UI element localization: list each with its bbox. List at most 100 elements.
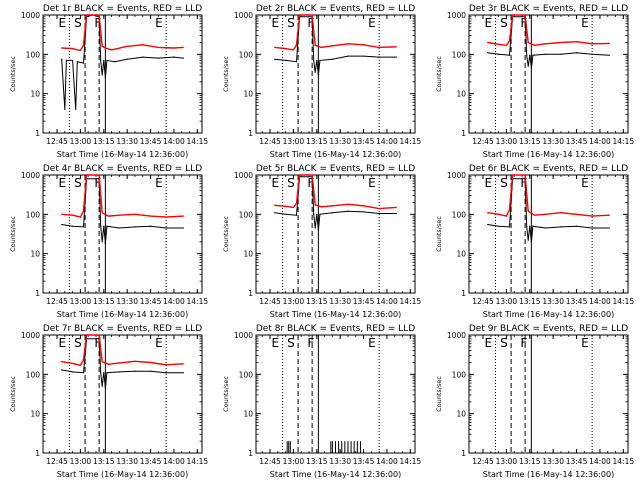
point-events — [126, 58, 128, 60]
x-tick-label: 13:00 — [496, 297, 518, 306]
y-tick-label: 1 — [461, 449, 466, 458]
panel-det-6: Det 6r BLACK = Events, RED = LLD Counts/s… — [435, 164, 634, 319]
marker-label: E — [485, 16, 493, 30]
marker-label: E — [155, 176, 163, 190]
marker-label: E — [155, 336, 163, 350]
marker-label: S — [287, 176, 295, 190]
y-tick-label: 10 — [243, 410, 253, 419]
marker-label: E — [59, 176, 67, 190]
x-tick-label: 13:45 — [566, 137, 588, 146]
x-tick-label: 13:00 — [70, 297, 92, 306]
series-lld — [61, 14, 184, 52]
x-tick-label: 12:45 — [46, 297, 68, 306]
x-tick-label: 12:45 — [46, 137, 68, 146]
plot-frame — [255, 334, 416, 454]
point-events — [508, 54, 511, 56]
point-events — [532, 225, 534, 227]
x-axis-label: Start Time (16-May-14 12:36:00) — [57, 470, 188, 479]
marker-label: F — [307, 336, 314, 350]
point-lld — [101, 212, 103, 214]
point-events — [103, 59, 105, 62]
point-events — [532, 54, 534, 56]
point-events — [103, 225, 105, 227]
marker-label: F — [94, 176, 101, 190]
point-events — [82, 372, 85, 374]
point-lld — [575, 213, 578, 215]
chart-title: Det 3r BLACK = Events, RED = LLD — [469, 4, 628, 14]
plot-frame — [468, 174, 629, 294]
point-events — [560, 226, 562, 228]
point-lld — [295, 44, 298, 46]
y-tick-label: 100 — [239, 370, 254, 379]
x-tick-label: 13:00 — [496, 137, 518, 146]
y-tick-label: 1 — [461, 289, 466, 298]
y-tick-label: 10 — [243, 90, 253, 99]
point-lld — [118, 214, 120, 216]
point-events — [72, 59, 74, 62]
point-lld — [505, 44, 508, 46]
point-events — [182, 372, 184, 374]
point-events — [378, 212, 380, 215]
y-axis-label: Counts/sec — [435, 216, 443, 252]
plot-frame — [255, 174, 416, 294]
point-events — [182, 57, 184, 59]
point-events — [61, 223, 63, 226]
x-tick-label: 14:15 — [187, 297, 209, 306]
x-tick-label: 13:30 — [116, 457, 138, 466]
point-lld — [331, 205, 333, 207]
point-events — [331, 212, 333, 214]
x-axis-label: Start Time (16-May-14 12:36:00) — [270, 310, 401, 319]
x-tick-label: 12:45 — [472, 457, 494, 466]
x-tick-label: 13:30 — [542, 457, 564, 466]
point-lld — [320, 46, 323, 49]
point-events — [544, 227, 546, 229]
point-lld — [79, 364, 82, 366]
y-tick-label: 1000 — [234, 331, 253, 340]
point-events — [165, 227, 167, 229]
point-lld — [311, 174, 313, 176]
point-lld — [126, 45, 128, 47]
point-lld — [107, 363, 110, 365]
marker-label: E — [368, 16, 376, 30]
point-events — [134, 370, 136, 372]
x-tick-label: 13:45 — [140, 137, 162, 146]
point-lld — [86, 334, 88, 336]
chart-title: Det 2r BLACK = Events, RED = LLD — [256, 4, 415, 14]
point-events — [101, 74, 103, 76]
point-events — [104, 387, 106, 389]
point-events — [104, 77, 106, 79]
y-tick-label: 100 — [26, 370, 41, 379]
y-tick-label: 1000 — [447, 331, 466, 340]
y-tick-label: 1 — [35, 449, 40, 458]
x-tick-label: 14:15 — [187, 457, 209, 466]
point-lld — [82, 210, 85, 212]
point-events — [100, 59, 102, 62]
point-events — [75, 108, 77, 110]
marker-label: F — [307, 16, 314, 30]
point-events — [317, 74, 319, 76]
point-events — [118, 371, 120, 373]
point-lld — [487, 41, 489, 44]
y-tick-label: 1000 — [234, 171, 253, 180]
marker-label: S — [74, 336, 82, 350]
point-lld — [498, 43, 500, 45]
point-lld — [72, 47, 74, 50]
point-lld — [98, 334, 100, 336]
x-tick-label: 14:00 — [376, 137, 398, 146]
y-axis-label: Counts/sec — [222, 56, 230, 92]
point-lld — [295, 202, 298, 204]
panel-det-7: Det 7r BLACK = Events, RED = LLD Counts/s… — [9, 324, 208, 479]
point-lld — [107, 215, 110, 217]
point-lld — [165, 364, 167, 366]
point-lld — [378, 46, 380, 49]
point-events — [157, 57, 159, 59]
x-tick-label: 14:00 — [163, 137, 185, 146]
point-lld — [524, 174, 526, 176]
point-events — [106, 59, 108, 62]
point-lld — [487, 212, 489, 214]
marker-label: F — [94, 16, 101, 30]
point-events — [362, 55, 365, 57]
chart-title: Det 5r BLACK = Events, RED = LLD — [256, 164, 415, 174]
point-lld — [508, 40, 511, 42]
marker-label: E — [581, 176, 589, 190]
